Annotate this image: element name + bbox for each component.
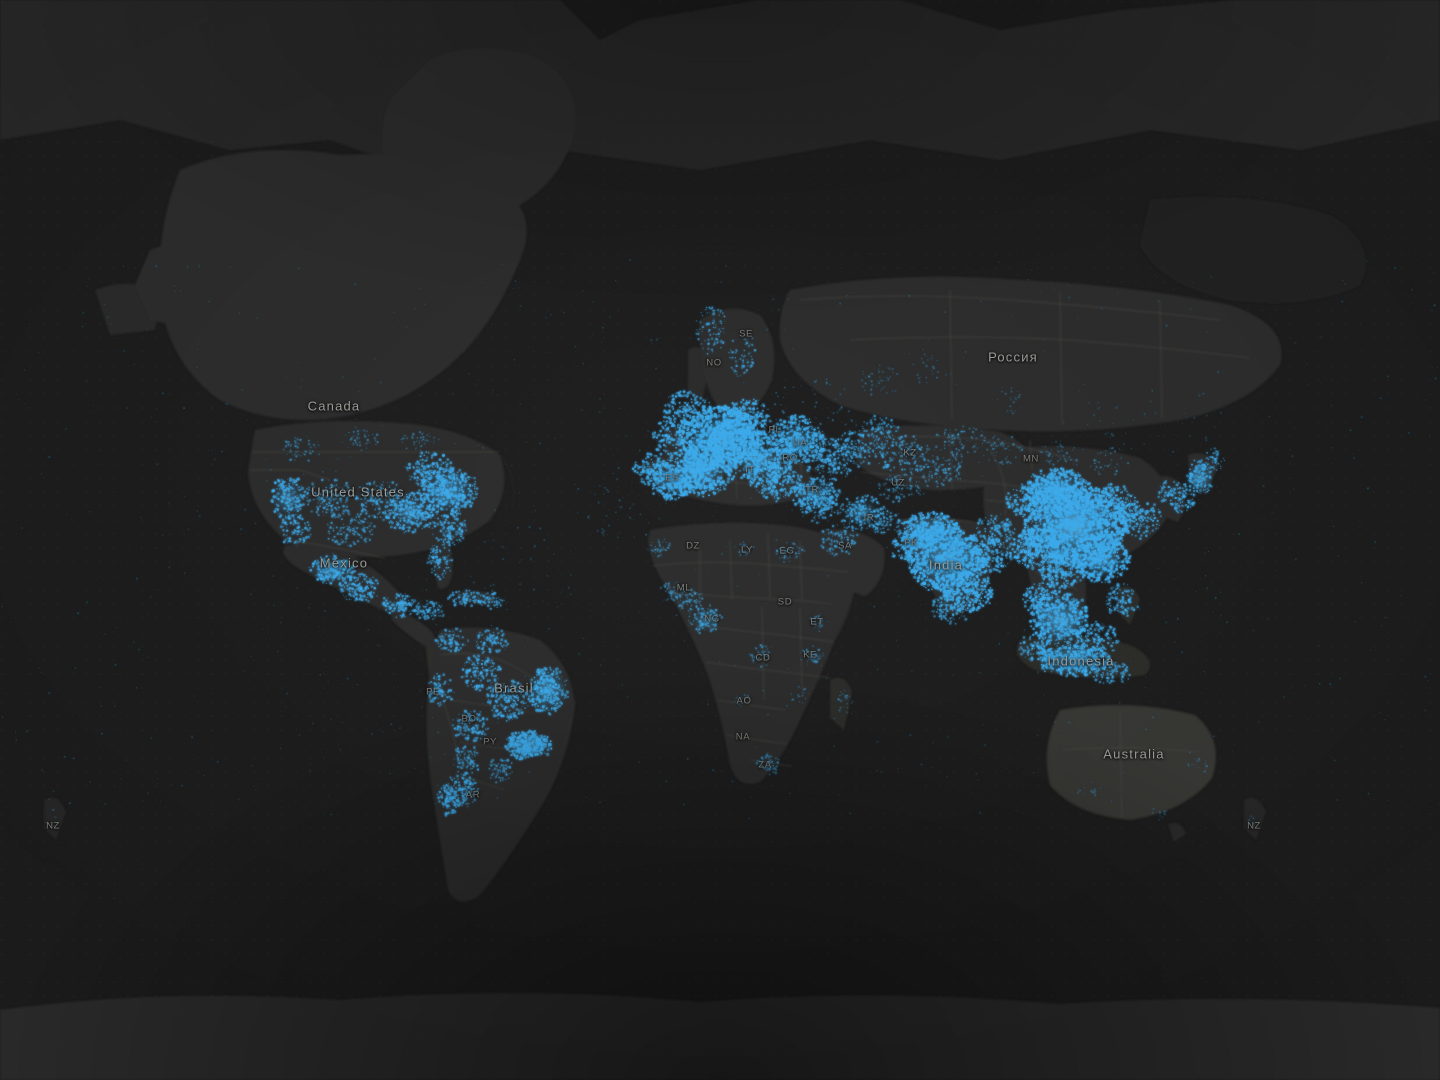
point-markers <box>1 259 1440 827</box>
cluster-halos <box>272 413 1214 759</box>
